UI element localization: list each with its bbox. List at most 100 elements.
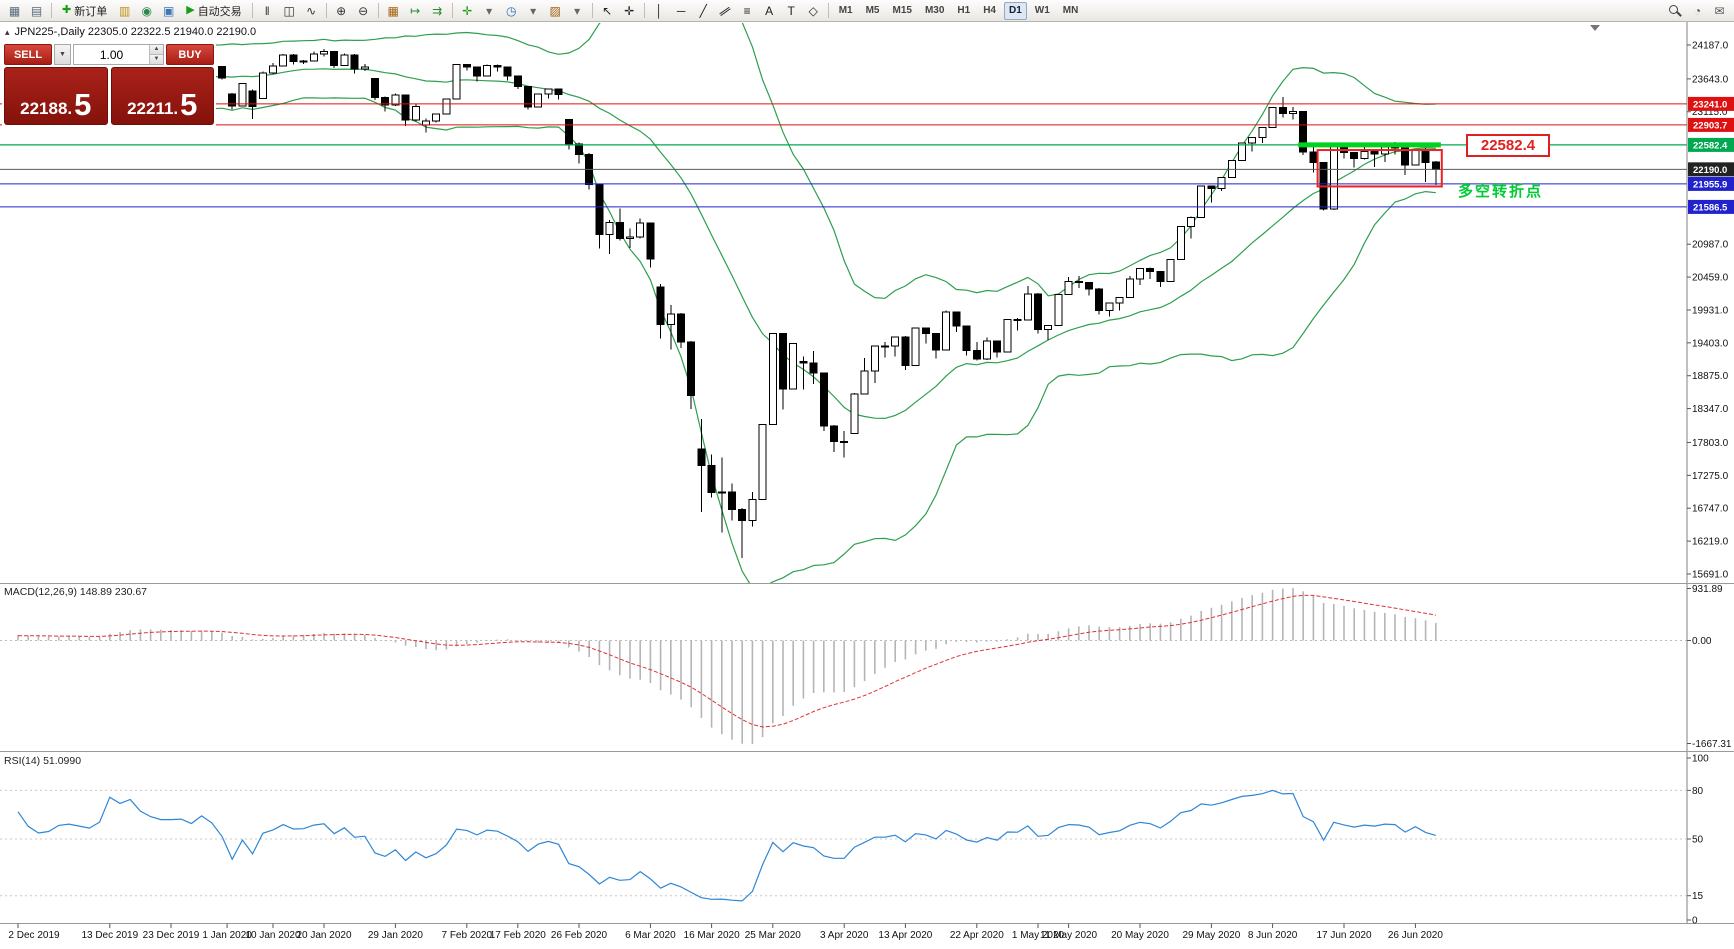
channel-icon[interactable]: ∥	[717, 4, 733, 17]
fibonacci-icon[interactable]: ≡	[743, 3, 751, 18]
svg-text:2 Dec 2019: 2 Dec 2019	[8, 930, 60, 941]
consolidation-highlight-box[interactable]	[1316, 149, 1443, 188]
svg-text:24187.0: 24187.0	[1692, 41, 1729, 52]
timeframe-m15-button[interactable]: M15	[892, 4, 912, 16]
buy-button[interactable]: BUY	[166, 44, 214, 65]
svg-text:21586.5: 21586.5	[1693, 202, 1728, 213]
toolbar-separator	[591, 3, 593, 18]
periods-dropdown-icon[interactable]: ▾	[530, 3, 537, 18]
buy-price-label: 22211.	[127, 99, 179, 118]
sell-price-label: 22188.	[20, 99, 73, 118]
sell-price-button[interactable]: 22188. 5	[4, 67, 108, 125]
timeframe-h4-button[interactable]: H4	[983, 4, 996, 16]
zoom-in-icon[interactable]: ⊕	[336, 3, 347, 18]
svg-text:0: 0	[1692, 916, 1698, 927]
rsi-panel[interactable]: 100 80 50 15 0	[0, 754, 1709, 927]
bollinger-lower-band	[17, 97, 1436, 583]
indicators-icon[interactable]: ✛	[462, 3, 473, 18]
buy-price-button[interactable]: 22211. 5	[110, 67, 214, 125]
crosshair-icon[interactable]: ✛	[624, 3, 635, 18]
new-chart-icon[interactable]: ▦	[8, 3, 21, 18]
market-watch-icon[interactable]: ▥	[119, 3, 131, 18]
navigator-icon[interactable]: ◉	[141, 3, 152, 18]
bollinger-upper-band	[17, 23, 1436, 299]
autotrading-button[interactable]: ▶ 自动交易	[180, 1, 247, 21]
new-order-button-label: 新订单	[74, 5, 108, 18]
timeframe-m30-button[interactable]: M30	[924, 4, 945, 16]
auto-scroll-icon[interactable]: ↦	[410, 3, 421, 18]
bar-chart-icon[interactable]: ‖	[264, 3, 270, 18]
timeframe-w1-button[interactable]: W1	[1034, 4, 1050, 16]
svg-text:13 Apr 2020: 13 Apr 2020	[878, 930, 932, 941]
line-chart-icon[interactable]: ∿	[306, 3, 317, 18]
macd-panel[interactable]: 931.89 0.00 -1667.31	[0, 584, 1732, 750]
timeframe-d1-button[interactable]: D1	[1004, 1, 1027, 20]
trendline-icon[interactable]: ╱	[699, 3, 707, 18]
toolbar-separator	[325, 3, 327, 18]
svg-text:17 Jun 2020: 17 Jun 2020	[1316, 930, 1371, 941]
svg-text:16219.0: 16219.0	[1692, 537, 1729, 548]
svg-text:7 Feb 2020: 7 Feb 2020	[441, 930, 492, 941]
alerts-icon[interactable]: ◔	[1693, 3, 1702, 18]
volume-up-button[interactable]: ▲	[150, 45, 163, 55]
sell-button[interactable]: SELL	[4, 44, 52, 65]
timeframe-h1-button[interactable]: H1	[957, 4, 971, 16]
svg-text:80: 80	[1692, 786, 1704, 797]
svg-text:16747.0: 16747.0	[1692, 504, 1729, 515]
chart-profiles-icon[interactable]: ▤	[30, 3, 43, 18]
timeframe-mn-button[interactable]: MN	[1062, 4, 1079, 16]
autotrading-play-icon: ▶	[186, 4, 195, 16]
toolbar-separator	[51, 3, 52, 18]
mail-icon[interactable]: ✉	[1714, 3, 1725, 18]
price-chart-layer[interactable]	[0, 0, 1687, 588]
svg-text:23 Dec 2019: 23 Dec 2019	[143, 930, 200, 941]
text-icon[interactable]: A	[765, 3, 774, 18]
templates-dropdown-icon[interactable]: ▾	[574, 3, 581, 18]
svg-text:20 Jan 2020: 20 Jan 2020	[296, 930, 351, 941]
shapes-icon[interactable]: ◇	[808, 3, 818, 18]
toolbar-separator	[451, 3, 453, 18]
zoom-out-icon[interactable]: ⊖	[358, 3, 369, 18]
svg-text:20459.0: 20459.0	[1692, 273, 1729, 284]
svg-text:17275.0: 17275.0	[1692, 471, 1729, 482]
svg-text:19403.0: 19403.0	[1692, 338, 1729, 349]
text-label-icon[interactable]: T	[787, 3, 795, 18]
svg-text:17803.0: 17803.0	[1692, 438, 1729, 449]
toolbar-separator	[643, 3, 645, 18]
svg-text:8 Jun 2020: 8 Jun 2020	[1248, 930, 1298, 941]
vertical-line-icon[interactable]: │	[655, 3, 663, 18]
periods-icon[interactable]: ◷	[505, 3, 517, 18]
svg-text:0.00: 0.00	[1692, 636, 1712, 647]
candlestick-chart-icon[interactable]: ◫	[283, 3, 295, 18]
volume-down-button[interactable]: ▼	[150, 55, 163, 64]
rsi-indicator-label: RSI(14) 51.0990	[4, 755, 82, 767]
timeframe-m1-button[interactable]: M1	[838, 4, 853, 16]
cursor-icon[interactable]: ↖	[602, 3, 613, 18]
turning-point-annotation[interactable]: 多空转折点	[1458, 183, 1544, 200]
svg-text:23241.0: 23241.0	[1693, 99, 1727, 110]
indicators-dropdown-icon[interactable]: ▾	[486, 3, 493, 18]
macd-indicator-label: MACD(12,26,9) 148.89 230.67	[4, 586, 148, 598]
terminal-icon[interactable]: ▣	[163, 3, 175, 18]
svg-text:15691.0: 15691.0	[1692, 569, 1729, 580]
volume-dropdown-button[interactable]: ▼	[54, 44, 71, 65]
svg-text:13 Dec 2019: 13 Dec 2019	[81, 930, 138, 941]
tile-windows-icon[interactable]: ▦	[387, 3, 399, 18]
svg-text:23115.0: 23115.0	[1692, 107, 1728, 118]
volume-input[interactable]	[74, 45, 149, 64]
svg-text:50: 50	[1692, 835, 1704, 846]
one-click-trading-panel: SELL ▼ ▲ ▼ BUY 22188. 5 22211. 5	[2, 42, 216, 127]
one-click-panel-toggle-icon[interactable]: ▴	[5, 26, 10, 37]
new-order-button[interactable]: ✚ 新订单	[56, 1, 113, 21]
templates-icon[interactable]: ▨	[549, 3, 561, 18]
price-axis[interactable]: 24187.0 23643.0 23115.0 20987.0 20459.0 19931…	[1686, 22, 1734, 924]
timeframe-m5-button[interactable]: M5	[865, 4, 880, 16]
chart-shift-icon[interactable]: ⇉	[432, 3, 443, 18]
search-icon[interactable]	[1665, 1, 1686, 21]
horizontal-line-icon[interactable]: ─	[676, 3, 686, 18]
svg-text:-1667.31: -1667.31	[1692, 739, 1732, 750]
price-level-callout[interactable]: 22582.4	[1466, 134, 1550, 157]
chart-shift-marker[interactable]	[1590, 25, 1600, 31]
time-axis[interactable]: 2 Dec 2019 13 Dec 2019 23 Dec 2019 1 Jan 20…	[8, 923, 1443, 942]
